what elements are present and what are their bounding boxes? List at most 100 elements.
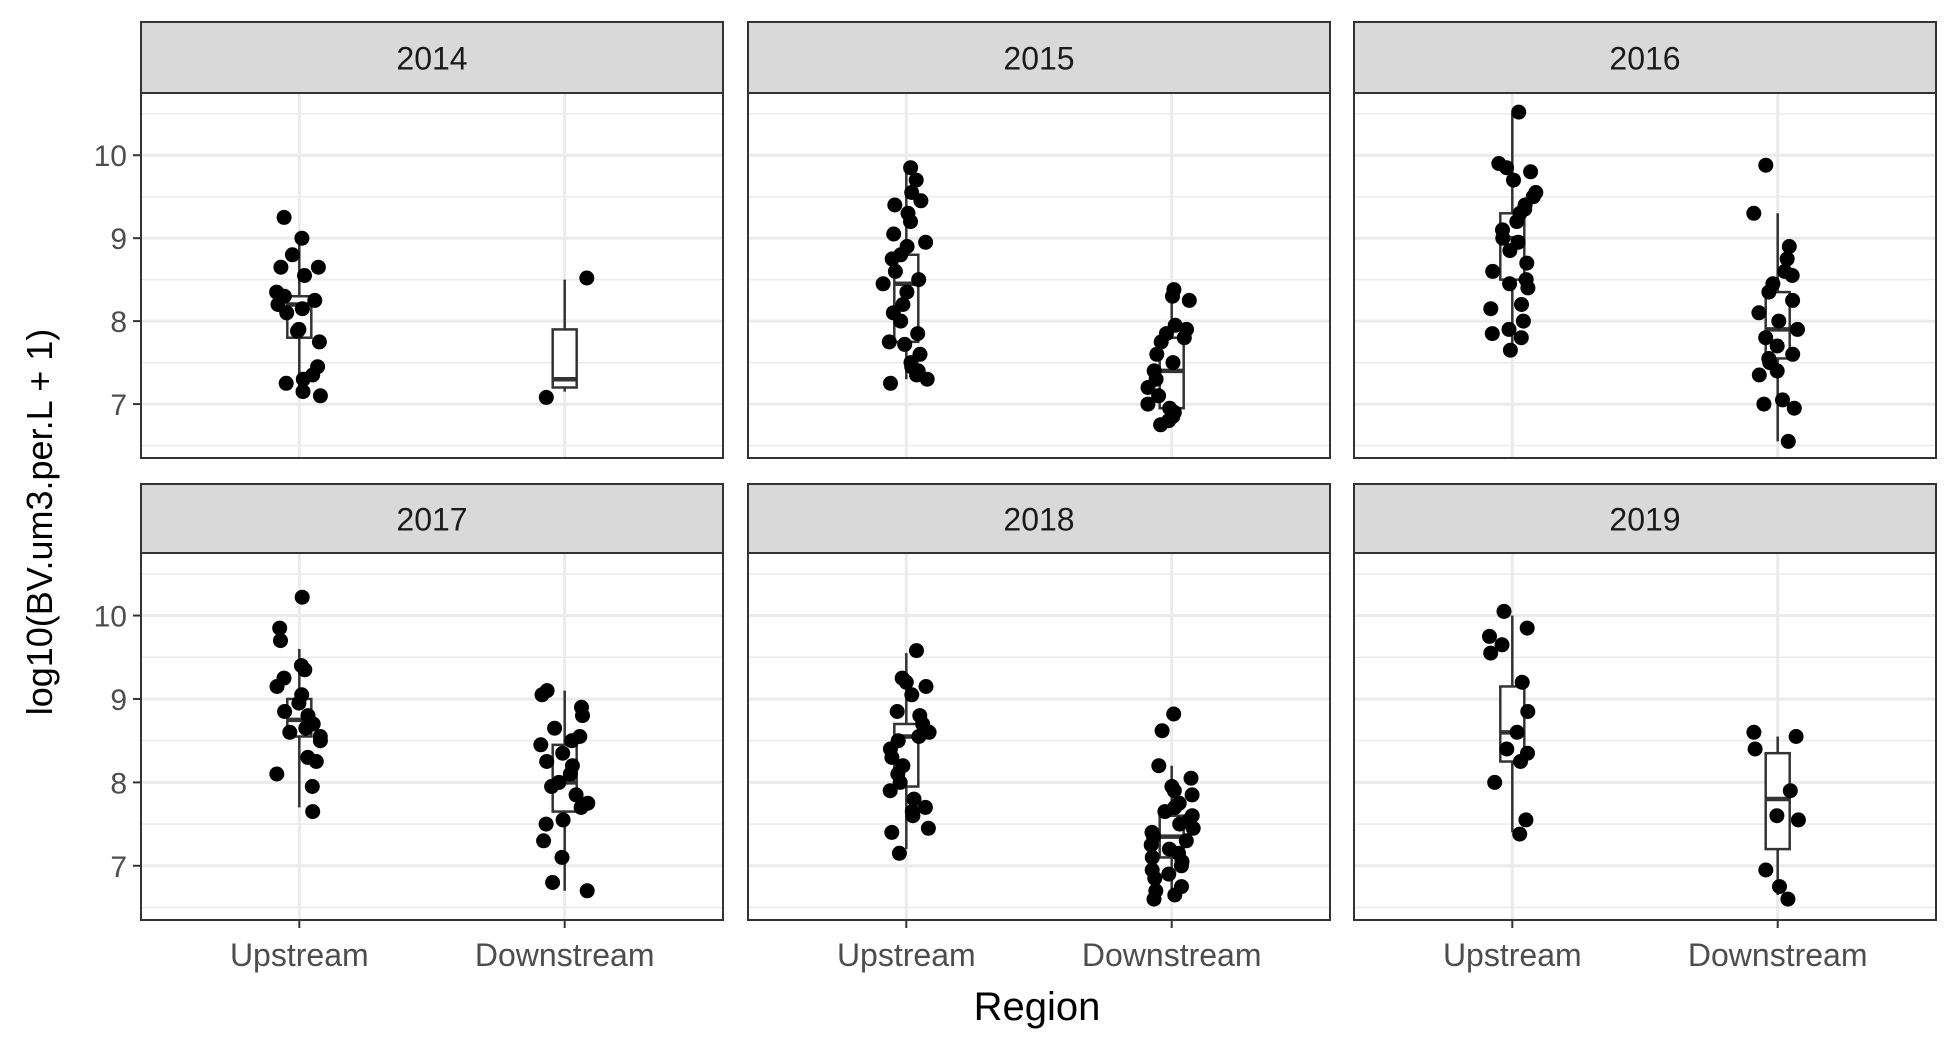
data-point xyxy=(538,389,554,405)
data-point xyxy=(1484,326,1500,342)
panels-layer: 2014 2015 2016 2017 2018 2019 xyxy=(140,21,1937,921)
data-point xyxy=(1751,367,1767,383)
data-point xyxy=(1151,758,1167,774)
data-point xyxy=(1747,741,1763,757)
data-point xyxy=(910,326,926,342)
data-point xyxy=(312,388,328,404)
data-point xyxy=(545,875,561,890)
data-point xyxy=(917,799,933,815)
data-point xyxy=(1495,230,1511,246)
boxplot-upstream-2014 xyxy=(269,209,328,404)
data-point xyxy=(305,804,321,820)
data-point xyxy=(1520,280,1536,296)
y-tick-label: 9 xyxy=(110,223,127,256)
data-point xyxy=(1172,816,1188,832)
data-point xyxy=(875,276,891,292)
data-point xyxy=(887,197,903,213)
data-point xyxy=(903,160,919,176)
data-point xyxy=(1514,297,1529,312)
data-point xyxy=(273,633,288,649)
data-point xyxy=(568,787,584,803)
x-tick-label: Downstream xyxy=(1082,937,1262,973)
data-point xyxy=(1780,891,1796,907)
x-tick-label: Upstream xyxy=(1443,937,1582,973)
data-point xyxy=(1140,396,1156,412)
data-point xyxy=(1511,104,1527,120)
data-point xyxy=(1790,321,1805,337)
data-point xyxy=(297,268,312,283)
facet-panel-2015: 2015 xyxy=(747,21,1331,459)
x-axes-layer: Upstream Downstream Upstream Downstream Upst… xyxy=(230,920,1868,973)
data-point xyxy=(277,704,293,719)
data-point xyxy=(269,766,285,782)
data-point xyxy=(884,749,900,765)
facet-strip xyxy=(140,483,724,554)
y-tick-label: 10 xyxy=(94,140,127,173)
data-point xyxy=(555,745,571,761)
facet-strip xyxy=(1353,483,1937,554)
boxplot-downstream-2015 xyxy=(1140,282,1197,433)
data-point xyxy=(1184,787,1200,803)
data-point xyxy=(886,226,902,242)
data-point xyxy=(1154,723,1170,739)
boxplot-downstream-2017 xyxy=(533,683,596,899)
facet-strip xyxy=(140,21,724,94)
data-point xyxy=(1523,164,1539,180)
data-point xyxy=(273,259,289,275)
data-point xyxy=(1483,645,1499,661)
y-tick-label: 10 xyxy=(94,601,127,634)
boxplot-upstream-2019 xyxy=(1482,603,1536,842)
data-point xyxy=(1785,292,1801,308)
x-axis-title: Region xyxy=(974,985,1101,1029)
data-point xyxy=(1509,724,1525,740)
data-point xyxy=(882,783,898,799)
data-point xyxy=(889,704,905,719)
boxplot-upstream-2017 xyxy=(269,589,328,820)
data-point xyxy=(1173,858,1189,874)
data-point xyxy=(304,779,320,794)
data-point xyxy=(891,845,907,861)
data-point xyxy=(1140,380,1156,395)
data-point xyxy=(1166,783,1182,799)
data-point xyxy=(1758,862,1774,878)
data-point xyxy=(1779,251,1795,267)
data-point xyxy=(544,779,560,794)
data-point xyxy=(887,263,903,279)
data-point xyxy=(881,334,897,350)
data-point xyxy=(883,375,898,391)
facet-strip-label: 2016 xyxy=(1609,41,1680,77)
data-point xyxy=(564,733,580,749)
data-point xyxy=(1482,628,1497,644)
y-axes-layer: 7 8 9 10 7 8 9 10 xyxy=(94,140,141,884)
data-point xyxy=(562,766,578,782)
facet-strip-label: 2015 xyxy=(1003,41,1074,77)
data-point xyxy=(1761,284,1777,300)
boxplot-upstream-2016 xyxy=(1483,104,1544,358)
data-point xyxy=(1780,433,1796,449)
data-point xyxy=(312,733,328,749)
facet-strip xyxy=(747,483,1331,554)
data-point xyxy=(1499,160,1515,176)
data-point xyxy=(1165,288,1180,304)
data-point xyxy=(294,301,310,317)
facet-strip-label: 2018 xyxy=(1003,502,1074,538)
y-tick-label: 7 xyxy=(110,851,127,884)
facet-panel-2019: 2019 xyxy=(1353,483,1937,921)
data-point xyxy=(536,833,552,849)
data-point xyxy=(298,720,314,736)
data-point xyxy=(884,824,900,840)
data-point xyxy=(892,774,908,790)
y-tick-label: 9 xyxy=(110,684,127,717)
data-point xyxy=(1185,820,1201,836)
data-point xyxy=(911,729,927,744)
data-point xyxy=(1758,330,1774,346)
data-point xyxy=(905,808,921,824)
boxplot-downstream-2014 xyxy=(538,270,595,405)
data-point xyxy=(269,679,285,694)
data-point xyxy=(1519,255,1535,271)
x-tick-label: Upstream xyxy=(230,937,369,973)
data-point xyxy=(904,687,920,703)
data-point xyxy=(1746,724,1762,740)
data-point xyxy=(1513,330,1529,346)
y-tick-label: 8 xyxy=(110,767,127,800)
